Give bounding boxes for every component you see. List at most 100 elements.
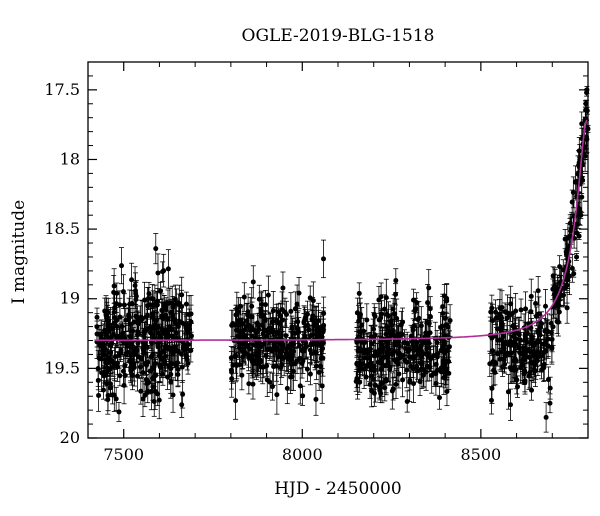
y-tick-label: 19 (60, 289, 80, 308)
data-point (407, 346, 413, 352)
data-point (507, 365, 513, 371)
data-point (288, 374, 294, 380)
data-point (384, 324, 390, 330)
data-point (489, 385, 495, 391)
data-point (569, 265, 575, 271)
data-point (297, 355, 303, 361)
data-point (398, 354, 404, 360)
data-point (107, 335, 113, 341)
data-point (156, 353, 162, 359)
data-point (264, 333, 270, 339)
data-point (145, 296, 151, 302)
data-point (433, 361, 439, 367)
data-point (564, 305, 570, 311)
data-point (492, 360, 498, 366)
data-point (98, 331, 104, 337)
data-point (133, 313, 139, 319)
data-point (159, 307, 165, 313)
data-point (357, 314, 363, 320)
data-point (117, 373, 123, 379)
data-point (369, 341, 375, 347)
data-point (551, 285, 557, 291)
data-point (179, 320, 185, 326)
data-point (107, 322, 113, 328)
data-point (393, 381, 399, 387)
data-point (444, 296, 450, 302)
data-point (511, 367, 517, 373)
data-point (584, 87, 590, 93)
data-point (415, 368, 421, 374)
data-point (431, 353, 437, 359)
data-point (130, 372, 136, 378)
data-point (100, 342, 106, 348)
data-point (119, 263, 125, 269)
data-point (234, 362, 240, 368)
data-point (543, 327, 549, 333)
data-point (244, 323, 250, 329)
data-point (547, 385, 553, 391)
data-point (378, 294, 384, 300)
data-point (407, 379, 413, 385)
data-point (256, 296, 262, 302)
data-point (508, 402, 514, 408)
data-point (522, 380, 528, 386)
data-point (543, 303, 549, 309)
data-point (142, 297, 148, 303)
data-point (411, 344, 417, 350)
data-point (122, 373, 128, 379)
data-point (567, 220, 573, 226)
data-point (107, 385, 113, 391)
data-point (361, 340, 367, 346)
data-point (168, 379, 174, 385)
data-point (94, 331, 100, 337)
data-point (584, 108, 590, 114)
data-point (372, 313, 378, 319)
data-point (280, 285, 286, 291)
data-point (165, 374, 171, 380)
data-point (393, 278, 399, 284)
data-point (427, 306, 433, 312)
data-point (140, 396, 146, 402)
data-point (378, 315, 384, 321)
data-point (310, 313, 316, 319)
data-point (144, 313, 150, 319)
data-point (582, 153, 588, 159)
data-point (555, 319, 561, 325)
data-point (426, 340, 432, 346)
data-point (104, 360, 110, 366)
data-point (391, 349, 397, 355)
data-point (279, 317, 285, 323)
data-point (375, 359, 381, 365)
data-point (300, 393, 306, 399)
data-point (497, 311, 503, 317)
data-point (543, 414, 549, 420)
data-point (549, 336, 555, 342)
data-point (404, 399, 410, 405)
data-point (141, 343, 147, 349)
data-point (410, 297, 416, 303)
data-point (114, 290, 120, 296)
data-point (356, 361, 362, 367)
data-point (265, 292, 271, 298)
data-point (130, 328, 136, 334)
data-point (408, 333, 414, 339)
data-point (138, 388, 144, 394)
data-point (497, 356, 503, 362)
data-point (392, 341, 398, 347)
data-point (576, 233, 582, 239)
data-point (533, 313, 539, 319)
data-point (241, 346, 247, 352)
data-point (525, 347, 531, 353)
data-point (288, 308, 294, 314)
data-point (308, 333, 314, 339)
data-point (426, 285, 432, 291)
data-point (361, 328, 367, 334)
data-point (111, 283, 117, 289)
data-point (133, 293, 139, 299)
data-point (155, 270, 161, 276)
y-tick-label: 19.5 (44, 358, 80, 377)
data-point (279, 361, 285, 367)
data-point (261, 341, 267, 347)
data-point (101, 373, 107, 379)
data-point (574, 254, 580, 260)
